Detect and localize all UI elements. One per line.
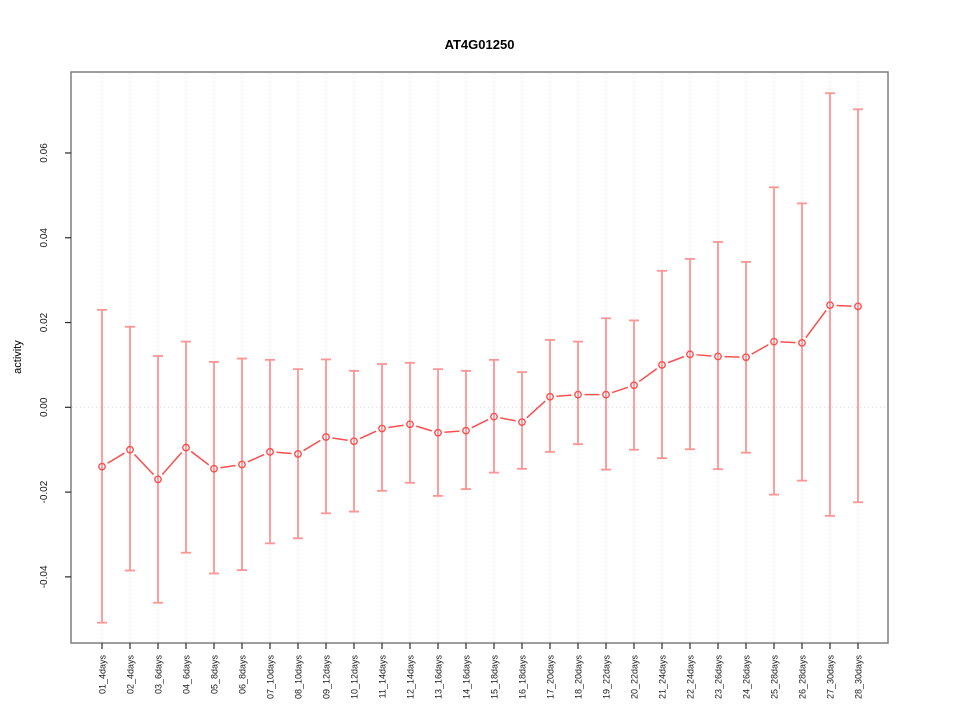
data-point: [294, 450, 302, 458]
chart-title: AT4G01250: [444, 37, 515, 52]
x-tick-label: 02_4days: [126, 655, 136, 695]
y-tick-label: 0.04: [39, 228, 50, 248]
data-point: [742, 353, 750, 362]
series-segment: [500, 417, 516, 422]
series-segment: [444, 430, 460, 434]
data-point: [546, 392, 554, 401]
data-point: [378, 424, 386, 433]
data-point: [266, 447, 274, 456]
x-tick-label: 05_8days: [210, 655, 220, 695]
series-segment: [247, 453, 265, 463]
data-point: [714, 352, 722, 361]
data-point: [602, 390, 610, 399]
series-segment: [751, 344, 769, 355]
data-point: [98, 462, 106, 471]
x-tick-label: 11_14days: [378, 655, 388, 699]
series-segment: [696, 354, 712, 357]
data-point: [518, 418, 526, 427]
data-point: [686, 350, 694, 359]
x-tick-label: 23_26days: [714, 655, 724, 700]
x-tick-label: 01_4days: [98, 655, 108, 695]
x-tick-label: 15_18days: [490, 655, 500, 700]
series-segment: [133, 453, 155, 476]
x-tick-label: 07_10days: [266, 655, 276, 700]
x-tick-label: 08_10days: [294, 655, 304, 700]
data-point: [238, 460, 246, 469]
x-tick-label: 25_28days: [770, 655, 780, 700]
y-tick-label: 0.00: [39, 397, 50, 417]
data-point: [182, 443, 190, 452]
x-tick-label: 24_26days: [742, 655, 752, 700]
series-segment: [161, 451, 183, 475]
data-point: [126, 445, 134, 454]
data-point: [798, 338, 806, 347]
data-point: [434, 428, 442, 437]
x-tick-label: 26_28days: [798, 655, 808, 700]
series-segment: [780, 341, 796, 344]
x-tick-label: 09_12days: [322, 655, 332, 700]
y-tick-label: -0.04: [39, 565, 50, 588]
data-point: [574, 390, 582, 399]
x-tick-label: 16_18days: [518, 655, 528, 700]
data-point: [406, 420, 414, 429]
series-segment: [388, 424, 404, 429]
data-point: [490, 412, 498, 421]
series-segment: [220, 464, 236, 469]
data-point: [770, 337, 778, 346]
series-segment: [667, 355, 685, 364]
series-segment: [638, 368, 658, 383]
series-segment: [836, 304, 852, 307]
x-tick-label: 14_16days: [462, 655, 472, 700]
data-point: [854, 302, 862, 311]
series-segment: [416, 425, 432, 432]
data-point: [210, 464, 218, 473]
x-tick-label: 03_6days: [154, 655, 164, 695]
x-tick-label: 18_20days: [574, 655, 584, 700]
data-point: [322, 433, 330, 441]
data-point: [630, 381, 638, 390]
y-tick-label: -0.02: [39, 480, 50, 503]
series-segment: [805, 309, 827, 339]
x-tick-label: 17_20days: [546, 655, 556, 700]
data-point: [826, 301, 834, 310]
x-tick-label: 12_14days: [406, 655, 416, 700]
data-point: [350, 437, 358, 446]
data-point: [658, 361, 666, 369]
series-segment: [526, 400, 546, 419]
series-segment: [359, 430, 377, 440]
data-point: [154, 475, 162, 484]
data-point: [462, 426, 470, 435]
x-tick-label: 20_22days: [630, 655, 640, 700]
series-segment: [611, 386, 629, 394]
series-segment: [276, 451, 292, 455]
series-segment: [332, 437, 348, 441]
series-segment: [107, 452, 125, 464]
x-tick-label: 27_30days: [826, 655, 836, 700]
plot-border: [70, 71, 889, 644]
x-tick-label: 19_22days: [602, 655, 612, 700]
x-tick-label: 22_24days: [686, 655, 696, 700]
series-segment: [190, 450, 210, 466]
x-tick-label: 28_30days: [854, 655, 864, 700]
y-tick-label: 0.06: [39, 143, 50, 163]
x-tick-label: 10_12days: [350, 655, 360, 700]
x-tick-label: 21_24days: [658, 655, 668, 700]
x-tick-label: 04_6days: [182, 655, 192, 695]
series-segment: [303, 439, 321, 452]
series-segment: [556, 394, 572, 397]
x-tick-label: 13_16days: [434, 655, 444, 700]
x-tick-label: 06_8days: [238, 655, 248, 695]
series-segment: [471, 418, 489, 429]
y-tick-label: 0.02: [39, 312, 50, 332]
